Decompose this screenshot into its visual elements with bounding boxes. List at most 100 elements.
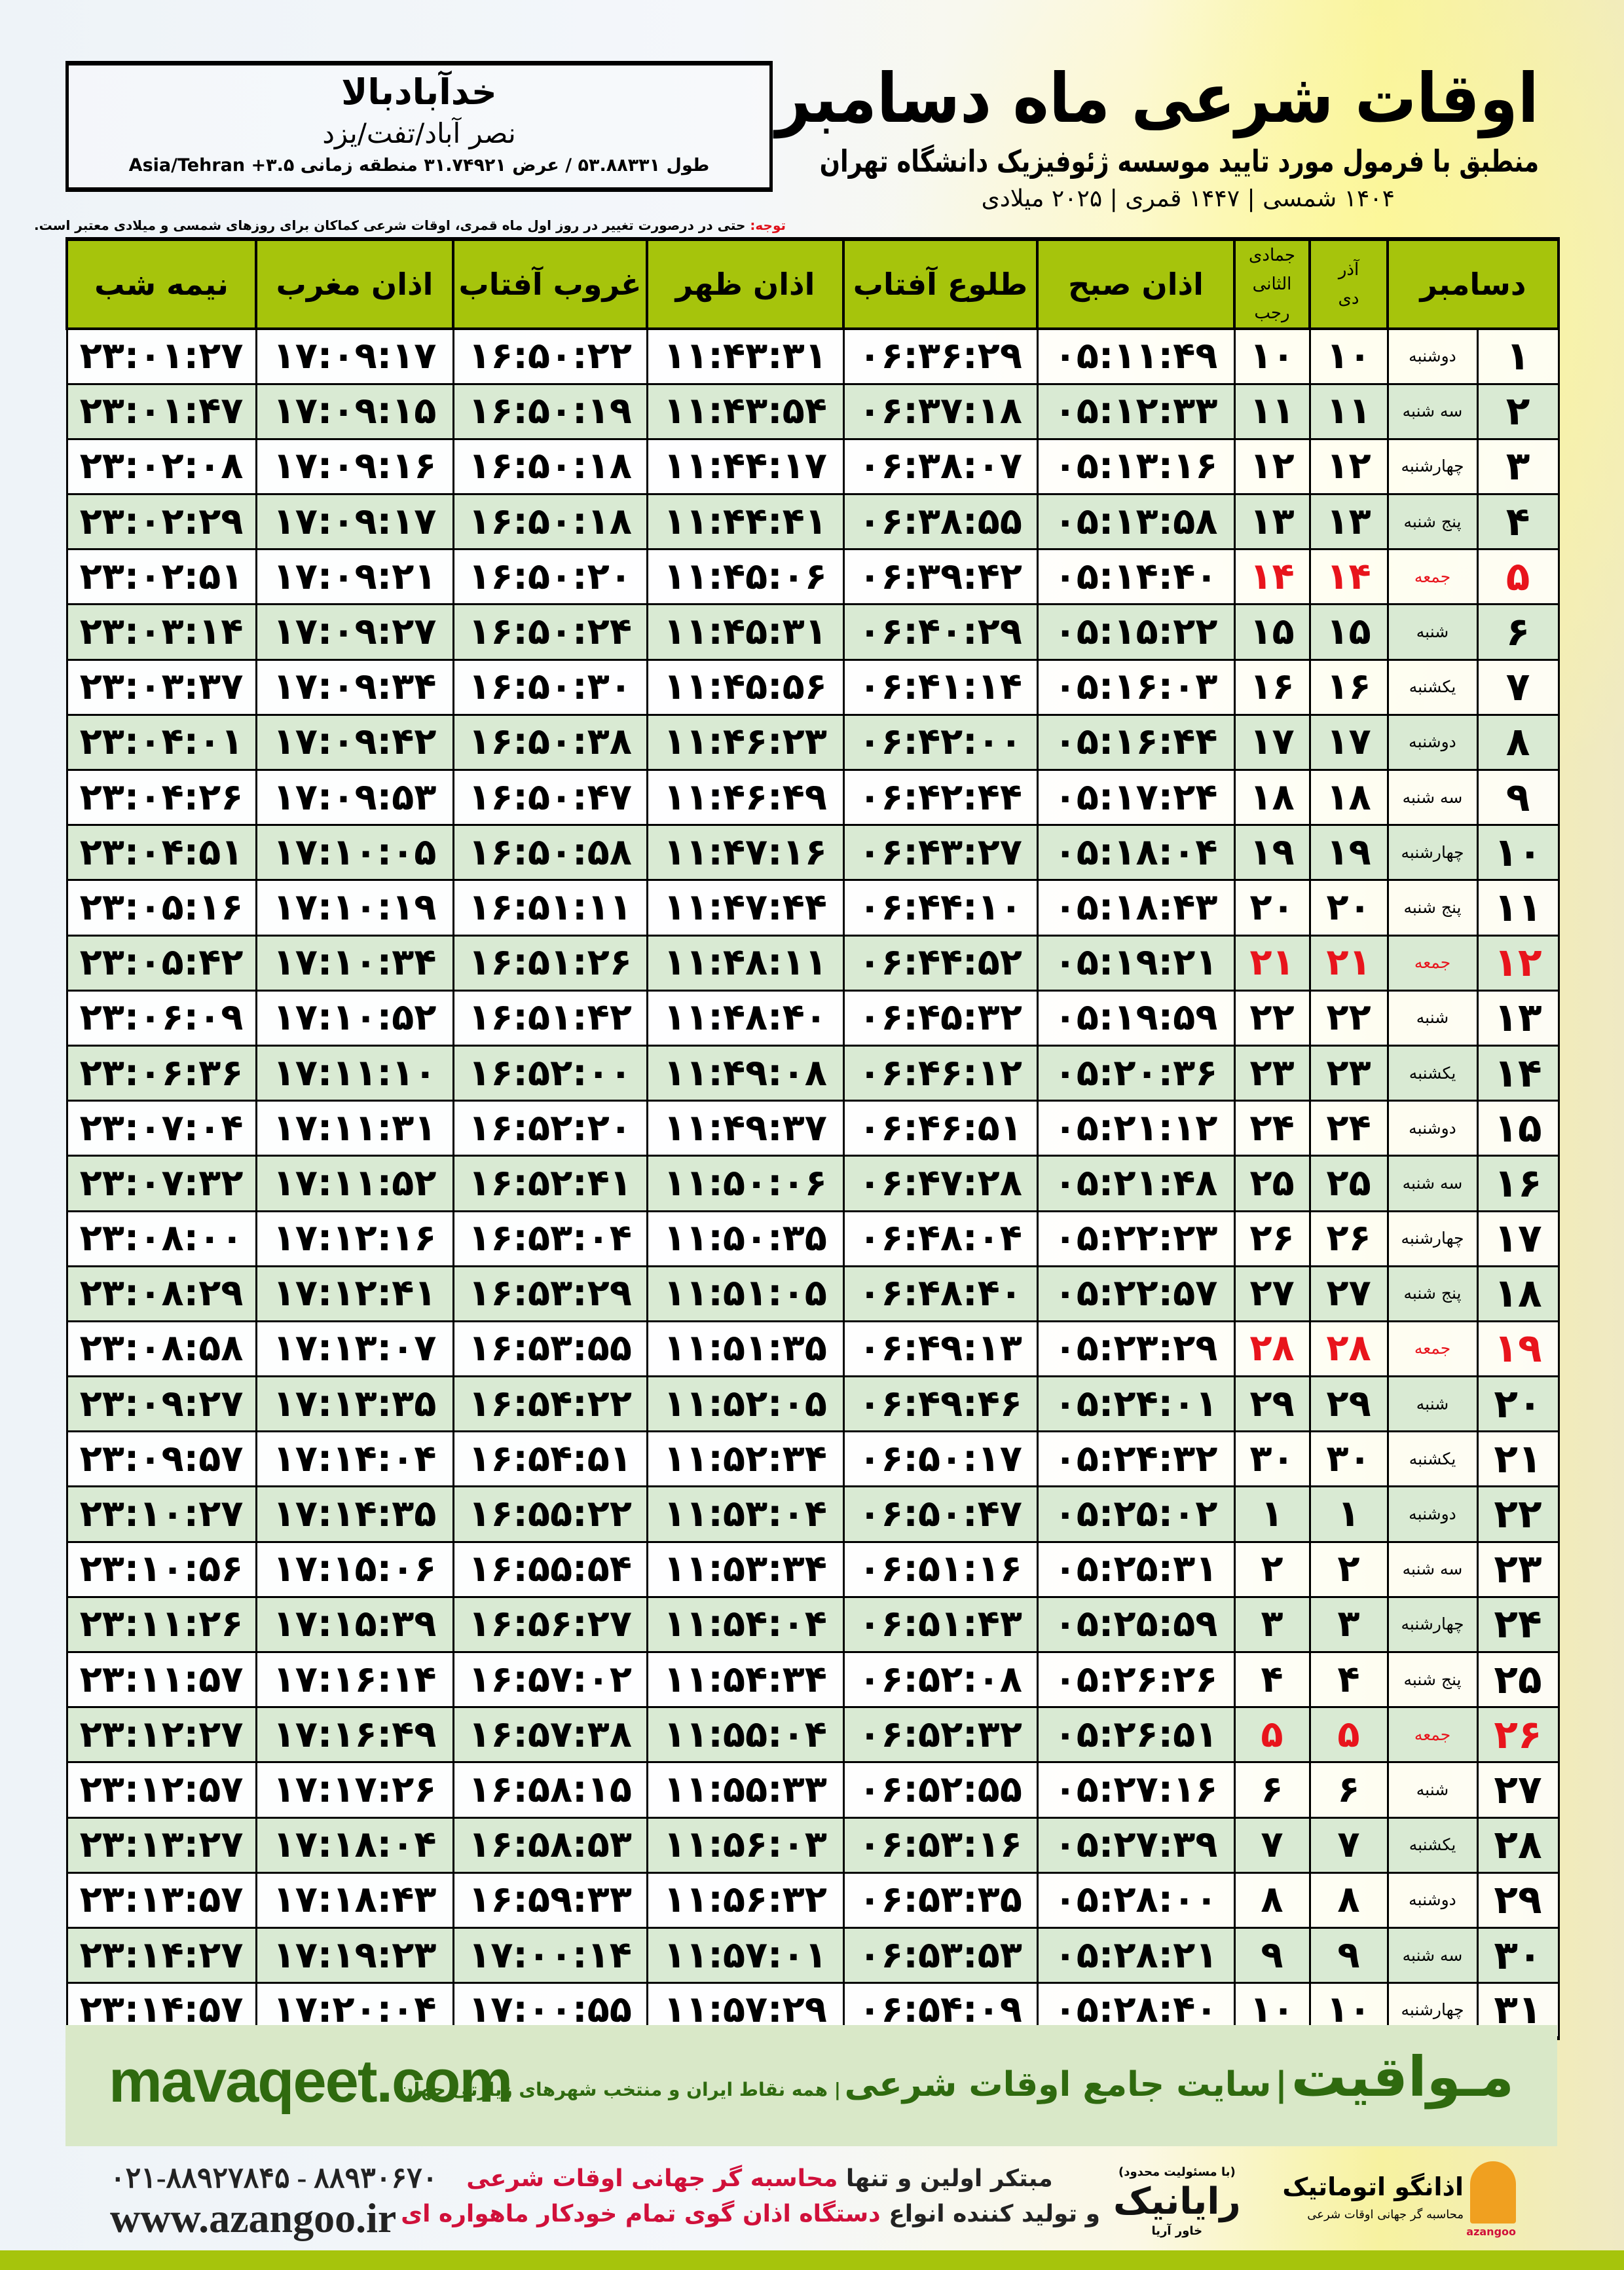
- cell-ghurub: ۱۶:۵۰:۲۴: [452, 603, 648, 661]
- cell-nimeh: ۲۳:۰۶:۳۶: [65, 1044, 257, 1102]
- table-row: ۳۰ سه شنبه ۹ ۹ ۰۵:۲۸:۲۱ ۰۶:۵۳:۵۳ ۱۱:۵۷:۰۱ ۱۷:۰۰…: [65, 1926, 1560, 1984]
- cell-weekday: یکشنبه: [1386, 1430, 1479, 1488]
- table-row: ۱۲ جمعه ۲۱ ۲۱ ۰۵:۱۹:۲۱ ۰۶:۴۴:۵۲ ۱۱:۴۸:۱۱ ۱۶:۵۱:…: [65, 934, 1560, 992]
- cell-nimeh: ۲۳:۰۷:۳۲: [65, 1155, 257, 1212]
- table-row: ۲۸ یکشنبه ۷ ۷ ۰۵:۲۷:۳۹ ۰۶:۵۳:۱۶ ۱۱:۵۶:۰۳ ۱۶:۵۸:…: [65, 1816, 1560, 1874]
- cell-weekday: یکشنبه: [1386, 1044, 1479, 1102]
- cell-zohr: ۱۱:۴۶:۴۹: [646, 768, 845, 827]
- cell-maghrib: ۱۷:۱۰:۰۵: [255, 824, 454, 882]
- table-row: ۲۳ سه شنبه ۲ ۲ ۰۵:۲۵:۳۱ ۰۶:۵۱:۱۶ ۱۱:۵۳:۳۴ ۱۶:۵۵…: [65, 1540, 1560, 1598]
- note: توجه: حتی در درصورت تغییر در روز اول ماه…: [34, 216, 786, 234]
- cell-day: ۲۶: [1476, 1706, 1560, 1764]
- cell-day: ۶: [1476, 603, 1560, 661]
- cell-dey: ۱: [1308, 1485, 1389, 1543]
- cell-dey: ۱۱: [1308, 382, 1389, 440]
- azangoo-sub: محاسبه گر جهانی اوقات شرعی: [1307, 2208, 1464, 2222]
- cell-zohr: ۱۱:۵۶:۰۳: [646, 1816, 845, 1874]
- cell-tolu: ۰۶:۴۵:۳۲: [842, 989, 1039, 1047]
- cell-ghurub: ۱۶:۵۴:۵۱: [452, 1430, 648, 1488]
- cell-weekday: شنبه: [1386, 989, 1479, 1047]
- cell-ghurub: ۱۶:۵۰:۱۸: [452, 437, 648, 496]
- cell-ghurub: ۱۶:۵۰:۱۸: [452, 493, 648, 551]
- cell-tolu: ۰۶:۳۸:۰۷: [842, 437, 1039, 496]
- cell-tolu: ۰۶:۵۰:۱۷: [842, 1430, 1039, 1488]
- cell-nimeh: ۲۳:۰۸:۰۰: [65, 1210, 257, 1267]
- cell-day: ۲۱: [1476, 1430, 1560, 1488]
- cell-sobh: ۰۵:۲۲:۵۷: [1036, 1265, 1236, 1322]
- cell-rajab: ۹: [1233, 1926, 1311, 1984]
- cell-maghrib: ۱۷:۱۱:۵۲: [255, 1155, 454, 1212]
- cell-ghurub: ۱۶:۵۰:۲۲: [452, 327, 648, 385]
- cell-zohr: ۱۱:۴۷:۱۶: [646, 824, 845, 882]
- azangoo-link[interactable]: www.azangoo.ir: [110, 2195, 397, 2241]
- cell-sobh: ۰۵:۱۳:۱۶: [1036, 437, 1236, 496]
- cell-zohr: ۱۱:۴۵:۰۶: [646, 548, 845, 606]
- cell-rajab: ۲۸: [1233, 1320, 1311, 1378]
- page-title: اوقات شرعی ماه دسامبر: [775, 58, 1539, 138]
- cell-day: ۲۷: [1476, 1761, 1560, 1819]
- header-sobh: اذان صبح: [1036, 237, 1236, 330]
- cell-nimeh: ۲۳:۰۱:۴۷: [65, 382, 257, 440]
- cell-rajab: ۱۱: [1233, 382, 1311, 440]
- table-row: ۱۸ پنج شنبه ۲۷ ۲۷ ۰۵:۲۲:۵۷ ۰۶:۴۸:۴۰ ۱۱:۵۱:۰۵ ۱۶…: [65, 1265, 1560, 1322]
- cell-zohr: ۱۱:۵۰:۰۶: [646, 1155, 845, 1212]
- cell-rajab: ۲۴: [1233, 1100, 1311, 1157]
- cell-rajab: ۱۷: [1233, 713, 1311, 772]
- cell-nimeh: ۲۳:۰۱:۲۷: [65, 327, 257, 385]
- azangoo-en: azangoo: [1466, 2225, 1516, 2238]
- cell-weekday: پنج شنبه: [1386, 1650, 1479, 1709]
- table-row: ۸ دوشنبه ۱۷ ۱۷ ۰۵:۱۶:۴۴ ۰۶:۴۲:۰۰ ۱۱:۴۶:۲۳ ۱۶:۵۰…: [65, 713, 1560, 772]
- table-row: ۵ جمعه ۱۴ ۱۴ ۰۵:۱۴:۴۰ ۰۶:۳۹:۴۲ ۱۱:۴۵:۰۶ ۱۶:۵۰:۲…: [65, 548, 1560, 606]
- table-row: ۳ چهارشنبه ۱۲ ۱۲ ۰۵:۱۳:۱۶ ۰۶:۳۸:۰۷ ۱۱:۴۴:۱۷ ۱۶:…: [65, 437, 1560, 496]
- cell-zohr: ۱۱:۵۰:۳۵: [646, 1210, 845, 1267]
- cell-zohr: ۱۱:۴۵:۳۱: [646, 603, 845, 661]
- coordinates: طول ۵۳.۸۸۳۳۱ / عرض ۳۱.۷۴۹۲۱ منطقه زمانی …: [128, 155, 710, 176]
- table-row: ۲۱ یکشنبه ۳۰ ۳۰ ۰۵:۲۴:۳۲ ۰۶:۵۰:۱۷ ۱۱:۵۲:۳۴ ۱۶:۵…: [65, 1430, 1560, 1488]
- cell-day: ۱۰: [1476, 824, 1560, 882]
- cell-zohr: ۱۱:۴۹:۳۷: [646, 1100, 845, 1157]
- cell-weekday: جمعه: [1386, 1320, 1479, 1378]
- cell-sobh: ۰۵:۱۶:۰۳: [1036, 658, 1236, 716]
- cell-sobh: ۰۵:۲۶:۵۱: [1036, 1706, 1236, 1764]
- cell-weekday: جمعه: [1386, 934, 1479, 992]
- cell-sobh: ۰۵:۲۳:۲۹: [1036, 1320, 1236, 1378]
- cell-sobh: ۰۵:۲۴:۰۱: [1036, 1375, 1236, 1433]
- cell-zohr: ۱۱:۵۵:۰۴: [646, 1706, 845, 1764]
- cell-dey: ۷: [1308, 1816, 1389, 1874]
- page-subtitle: منطبق با فرمول مورد تایید موسسه ژئوفیزیک…: [819, 143, 1539, 179]
- cell-nimeh: ۲۳:۰۶:۰۹: [65, 989, 257, 1047]
- cell-sobh: ۰۵:۲۷:۳۹: [1036, 1816, 1236, 1874]
- cell-ghurub: ۱۶:۵۰:۲۰: [452, 548, 648, 606]
- cell-rajab: ۱۹: [1233, 824, 1311, 882]
- promo-1b: محاسبه گر جهانی اوقات شرعی: [466, 2165, 838, 2192]
- cell-rajab: ۷: [1233, 1816, 1311, 1874]
- cell-weekday: چهارشنبه: [1386, 1595, 1479, 1654]
- cell-ghurub: ۱۶:۵۳:۲۹: [452, 1265, 648, 1322]
- cell-rajab: ۲۷: [1233, 1265, 1311, 1322]
- cell-ghurub: ۱۶:۵۳:۵۵: [452, 1320, 648, 1378]
- cell-weekday: شنبه: [1386, 603, 1479, 661]
- cell-nimeh: ۲۳:۰۵:۴۲: [65, 934, 257, 992]
- mavaqeet-link[interactable]: mavaqeet.com: [109, 2048, 513, 2115]
- cell-nimeh: ۲۳:۰۹:۲۷: [65, 1375, 257, 1433]
- cell-zohr: ۱۱:۵۴:۳۴: [646, 1650, 845, 1709]
- cell-dey: ۲: [1308, 1540, 1389, 1598]
- cell-ghurub: ۱۶:۵۶:۲۷: [452, 1595, 648, 1654]
- cell-day: ۲۳: [1476, 1540, 1560, 1598]
- table-row: ۱۷ چهارشنبه ۲۶ ۲۶ ۰۵:۲۲:۲۳ ۰۶:۴۸:۰۴ ۱۱:۵۰:۳۵ ۱۶…: [65, 1210, 1560, 1267]
- cell-zohr: ۱۱:۴۳:۳۱: [646, 327, 845, 385]
- cell-zohr: ۱۱:۵۲:۰۵: [646, 1375, 845, 1433]
- cell-maghrib: ۱۷:۰۹:۲۱: [255, 548, 454, 606]
- cell-dey: ۲۵: [1308, 1155, 1389, 1212]
- cell-tolu: ۰۶:۴۸:۰۴: [842, 1210, 1039, 1267]
- cell-weekday: سه شنبه: [1386, 1155, 1479, 1212]
- cell-rajab: ۲۹: [1233, 1375, 1311, 1433]
- cell-ghurub: ۱۶:۵۴:۲۲: [452, 1375, 648, 1433]
- table-row: ۲۷ شنبه ۶ ۶ ۰۵:۲۷:۱۶ ۰۶:۵۲:۵۵ ۱۱:۵۵:۳۳ ۱۶:۵۸:۱۵…: [65, 1761, 1560, 1819]
- cell-dey: ۲۷: [1308, 1265, 1389, 1322]
- cell-zohr: ۱۱:۵۳:۳۴: [646, 1540, 845, 1598]
- promo-2b: دستگاه اذان گوی تمام خودکار ماهواره ای: [401, 2201, 881, 2227]
- cell-sobh: ۰۵:۱۸:۴۳: [1036, 879, 1236, 937]
- cell-weekday: سه شنبه: [1386, 1926, 1479, 1984]
- cell-day: ۹: [1476, 768, 1560, 827]
